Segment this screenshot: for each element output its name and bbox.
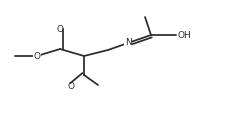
- Text: O: O: [34, 52, 40, 61]
- Text: O: O: [56, 24, 63, 33]
- Text: O: O: [68, 82, 74, 91]
- Text: O: O: [34, 52, 40, 61]
- Text: N: N: [125, 38, 131, 47]
- Text: OH: OH: [178, 31, 192, 40]
